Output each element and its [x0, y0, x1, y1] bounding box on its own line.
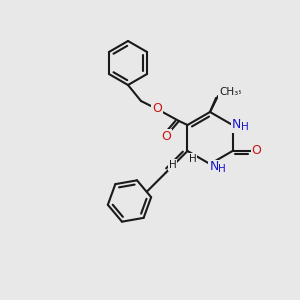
- Text: H: H: [189, 154, 196, 164]
- Text: O: O: [252, 145, 262, 158]
- Text: N: N: [232, 118, 241, 131]
- Text: H: H: [241, 122, 248, 132]
- Text: CH₃: CH₃: [222, 86, 241, 96]
- Text: H: H: [218, 164, 226, 174]
- Text: H: H: [169, 160, 176, 170]
- Text: N: N: [209, 160, 219, 173]
- Text: CH₃: CH₃: [219, 87, 238, 97]
- Text: O: O: [161, 130, 171, 142]
- Text: O: O: [152, 103, 162, 116]
